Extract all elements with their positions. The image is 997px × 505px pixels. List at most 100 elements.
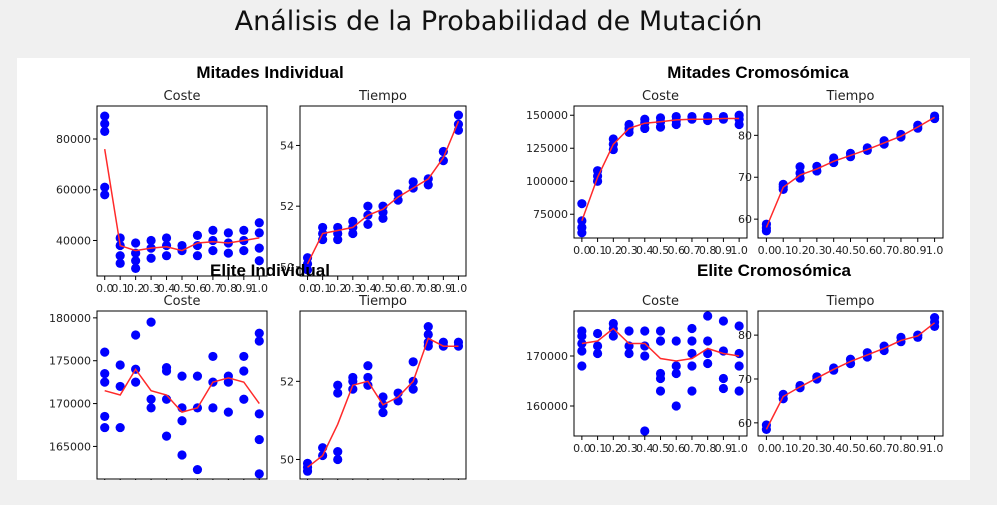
y-tick-label: 54 [280,139,294,152]
data-point [254,228,264,238]
data-point [624,326,634,336]
data-point [577,331,587,341]
data-point [703,336,713,346]
x-tick-label: 0.7 [875,442,893,455]
data-point [302,265,313,275]
x-tick-label: 1.0 [730,442,748,455]
data-point [208,225,218,235]
data-point [423,322,433,332]
data-point [254,409,264,419]
data-point [100,111,110,121]
data-point [100,368,110,379]
data-point [239,225,249,235]
data-point [254,328,264,338]
subplot-tiempo: Tiempo50520.00.10.20.30.40.50.60.70.80.9… [280,294,467,480]
data-point [333,234,343,245]
subplot-title: Coste [642,294,679,309]
data-point [208,235,218,246]
x-tick-label: 0.1 [589,244,607,257]
x-tick-label: 0.8 [892,244,910,257]
data-point [100,190,110,200]
x-tick-label: 0.0 [758,442,776,455]
data-point [795,162,805,172]
x-tick-label: 0.4 [359,282,377,295]
x-tick-label: 0.6 [859,244,877,257]
x-tick-label: 0.2 [127,282,145,295]
data-point [131,377,141,387]
trend-line [765,322,936,430]
data-point [192,464,203,475]
data-point [100,347,110,357]
data-point [146,394,156,404]
data-point [254,218,264,228]
x-tick-label: 0.5 [652,442,670,455]
data-point [608,144,618,155]
x-tick-label: 0.4 [636,244,654,257]
x-tick-label: 0.7 [404,282,422,295]
data-point [161,431,172,441]
subplot-tiempo: Tiempo 50 52 54 0.00.10.20.30.40.50.60.70.80… [280,89,467,295]
y-tick-label: 60 [738,213,752,226]
x-tick-label: 0.1 [111,282,129,295]
y-tick-label: 40000 [56,234,91,247]
data-point [131,330,141,340]
x-tick-label: 0.0 [299,282,317,295]
data-point [254,336,264,346]
data-point [655,122,666,132]
x-tick-label: 0.7 [875,244,893,257]
data-point [718,373,729,384]
x-tick-label: 0.2 [791,442,809,455]
data-point [655,326,666,336]
trend-line [581,117,740,222]
data-point [302,466,313,476]
x-tick-label: 0.7 [204,282,222,295]
data-point [363,361,373,371]
data-point [131,256,141,266]
data-point [879,345,889,356]
data-point [146,403,156,413]
data-point [577,346,587,356]
data-point [640,351,650,361]
data-point [254,469,264,479]
data-point [333,380,343,390]
data-point [734,119,744,130]
data-point [423,329,433,340]
data-point [453,110,464,120]
data-point [208,403,218,413]
data-point [577,338,587,349]
trend-line [581,327,740,362]
y-tick-label: 165000 [49,440,91,453]
data-point [100,182,110,192]
y-tick-label: 70 [738,373,752,386]
data-point [177,371,187,381]
data-point [655,373,666,384]
data-point [718,383,729,394]
data-point [640,426,650,436]
trend-line [104,367,260,413]
y-tick-label: 180000 [49,312,91,325]
y-tick-label: 52 [280,200,294,213]
y-tick-label: 170000 [49,398,91,411]
data-point [177,416,187,426]
figure-title: Análisis de la Probabilidad de Mutación [234,6,763,37]
x-tick-label: 0.0 [573,244,591,257]
data-point [734,361,744,371]
data-point [161,366,172,376]
data-point [671,361,681,371]
x-tick-label: 0.8 [699,244,717,257]
data-point [100,422,110,433]
chart-group-title: Elite Cromosómica [697,261,852,280]
data-point [239,394,249,404]
x-tick-label: 0.5 [652,244,670,257]
data-point [718,316,729,326]
x-tick-label: 0.3 [344,282,362,295]
data-point [363,372,373,383]
subplot-tiempo: Tiempo 60 70 80 0.0 0.1 0.2 0.3 0.4 0.5 0.6 0.7 0.8 0… [738,89,944,257]
y-tick-label: 150000 [526,109,568,122]
subplot-title: Coste [642,89,679,104]
data-point [577,228,587,238]
data-point [100,411,110,422]
data-point [192,230,203,241]
y-tick-label: 52 [280,375,294,388]
data-point [161,233,172,243]
